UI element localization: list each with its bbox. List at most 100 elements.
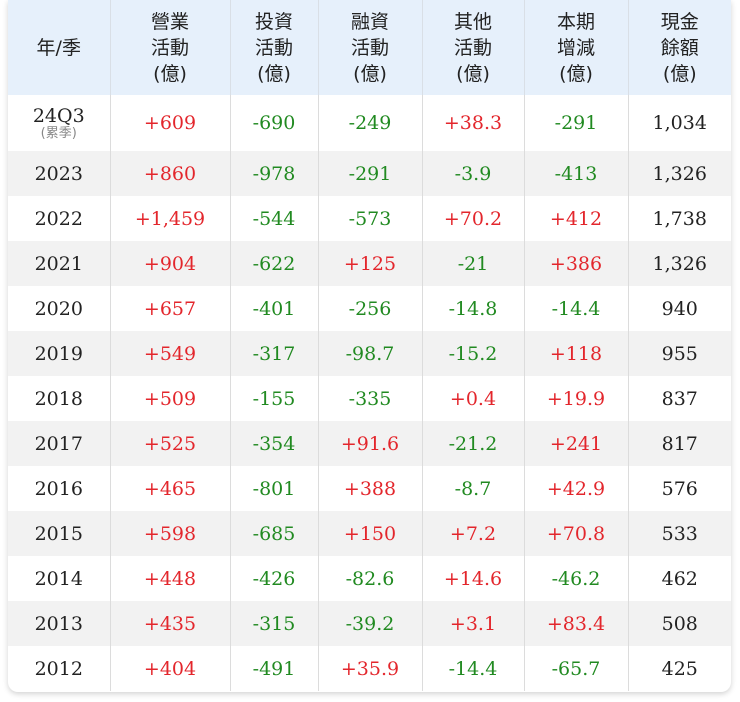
value-cell: +448 [109, 556, 230, 601]
value-cell: -14.8 [421, 286, 524, 331]
value-cell: -8.7 [421, 466, 524, 511]
header-line: 增減 [556, 36, 595, 59]
header-line: 餘額 [660, 36, 699, 59]
period: 2023 [34, 162, 83, 185]
period: 2020 [34, 297, 83, 320]
value-cell: -315 [229, 601, 318, 646]
table-row: 2021 +904 -622 +125 -21 +386 1,326 [8, 241, 731, 286]
period: 2017 [34, 432, 83, 455]
column-header: 年/季 [8, 0, 110, 95]
value-cell: +388 [317, 466, 422, 511]
header-line: 其他 [453, 10, 492, 33]
value-cell: +404 [109, 646, 230, 691]
period-cell: 2014 [8, 556, 110, 601]
value-cell: +525 [109, 421, 230, 466]
value-cell: +1,459 [109, 196, 230, 241]
value-cell: -622 [229, 241, 318, 286]
header-row: 年/季 營業 活動 (億) 投資 活動 (億) 融資 活動 (億) 其他 活動 (億) 本期 增減 (億) 現金… [8, 0, 731, 95]
value-cell: +412 [523, 196, 628, 241]
value-cell: 1,034 [627, 95, 731, 151]
period-cell: 2013 [8, 601, 110, 646]
value-cell: 955 [627, 331, 731, 376]
period-cell: 2020 [8, 286, 110, 331]
value-cell: 817 [627, 421, 731, 466]
period: 2021 [34, 252, 83, 275]
value-cell: +118 [523, 331, 628, 376]
value-cell: 425 [627, 646, 731, 691]
cashflow-table: 年/季 營業 活動 (億) 投資 活動 (億) 融資 活動 (億) 其他 活動 (億) 本期 增減 (億) 現金… [8, 0, 731, 691]
value-cell: +35.9 [317, 646, 422, 691]
value-cell: -401 [229, 286, 318, 331]
value-cell: 1,738 [627, 196, 731, 241]
value-cell: +435 [109, 601, 230, 646]
header-line: (億) [257, 62, 291, 85]
value-cell: +70.2 [421, 196, 524, 241]
header-line: 活動 [150, 36, 189, 59]
column-header: 融資 活動 (億) [317, 0, 422, 95]
period: 24Q3 [32, 105, 85, 127]
header-line: 營業 [150, 10, 189, 33]
period-cell: 2016 [8, 466, 110, 511]
value-cell: +386 [523, 241, 628, 286]
table-row: 2022 +1,459 -544 -573 +70.2 +412 1,738 [8, 196, 731, 241]
table-row: 24Q3 (累季) +609 -690 -249 +38.3 -291 1,034 [8, 95, 731, 151]
value-cell: -14.4 [523, 286, 628, 331]
header-line: (億) [456, 62, 490, 85]
value-cell: +70.8 [523, 511, 628, 556]
value-cell: +7.2 [421, 511, 524, 556]
value-cell: -155 [229, 376, 318, 421]
value-cell: 1,326 [627, 241, 731, 286]
period-cell: 2012 [8, 646, 110, 691]
table-row: 2018 +509 -155 -335 +0.4 +19.9 837 [8, 376, 731, 421]
period: 2016 [34, 477, 83, 500]
period: 2022 [34, 207, 83, 230]
table-row: 2019 +549 -317 -98.7 -15.2 +118 955 [8, 331, 731, 376]
value-cell: -46.2 [523, 556, 628, 601]
header-line: (億) [153, 62, 187, 85]
value-cell: -291 [523, 95, 628, 151]
header-line: 現金 [660, 10, 699, 33]
table-row: 2014 +448 -426 -82.6 +14.6 -46.2 462 [8, 556, 731, 601]
value-cell: +241 [523, 421, 628, 466]
value-cell: -317 [229, 331, 318, 376]
value-cell: -82.6 [317, 556, 422, 601]
value-cell: -335 [317, 376, 422, 421]
header-line: 年/季 [36, 36, 81, 59]
value-cell: -3.9 [421, 151, 524, 196]
value-cell: -21.2 [421, 421, 524, 466]
value-cell: -801 [229, 466, 318, 511]
value-cell: +14.6 [421, 556, 524, 601]
table-row: 2020 +657 -401 -256 -14.8 -14.4 940 [8, 286, 731, 331]
value-cell: 533 [627, 511, 731, 556]
period-cell: 2019 [8, 331, 110, 376]
value-cell: -354 [229, 421, 318, 466]
value-cell: +3.1 [421, 601, 524, 646]
period-cell: 2023 [8, 151, 110, 196]
value-cell: 837 [627, 376, 731, 421]
column-header: 現金 餘額 (億) [627, 0, 731, 95]
value-cell: -256 [317, 286, 422, 331]
value-cell: -21 [421, 241, 524, 286]
value-cell: +125 [317, 241, 422, 286]
value-cell: +860 [109, 151, 230, 196]
period: 2014 [34, 567, 83, 590]
header-line: 融資 [350, 10, 389, 33]
value-cell: +42.9 [523, 466, 628, 511]
value-cell: -291 [317, 151, 422, 196]
value-cell: +0.4 [421, 376, 524, 421]
table-body: 24Q3 (累季) +609 -690 -249 +38.3 -291 1,034 2023 +8… [8, 95, 731, 691]
period-cell: 24Q3 (累季) [8, 95, 110, 151]
value-cell: +509 [109, 376, 230, 421]
value-cell: -426 [229, 556, 318, 601]
table-row: 2015 +598 -685 +150 +7.2 +70.8 533 [8, 511, 731, 556]
period-cell: 2022 [8, 196, 110, 241]
value-cell: -690 [229, 95, 318, 151]
value-cell: -14.4 [421, 646, 524, 691]
period-cell: 2018 [8, 376, 110, 421]
period-cell: 2017 [8, 421, 110, 466]
period-cell: 2021 [8, 241, 110, 286]
value-cell: +904 [109, 241, 230, 286]
table-row: 2012 +404 -491 +35.9 -14.4 -65.7 425 [8, 646, 731, 691]
header-line: 活動 [453, 36, 492, 59]
